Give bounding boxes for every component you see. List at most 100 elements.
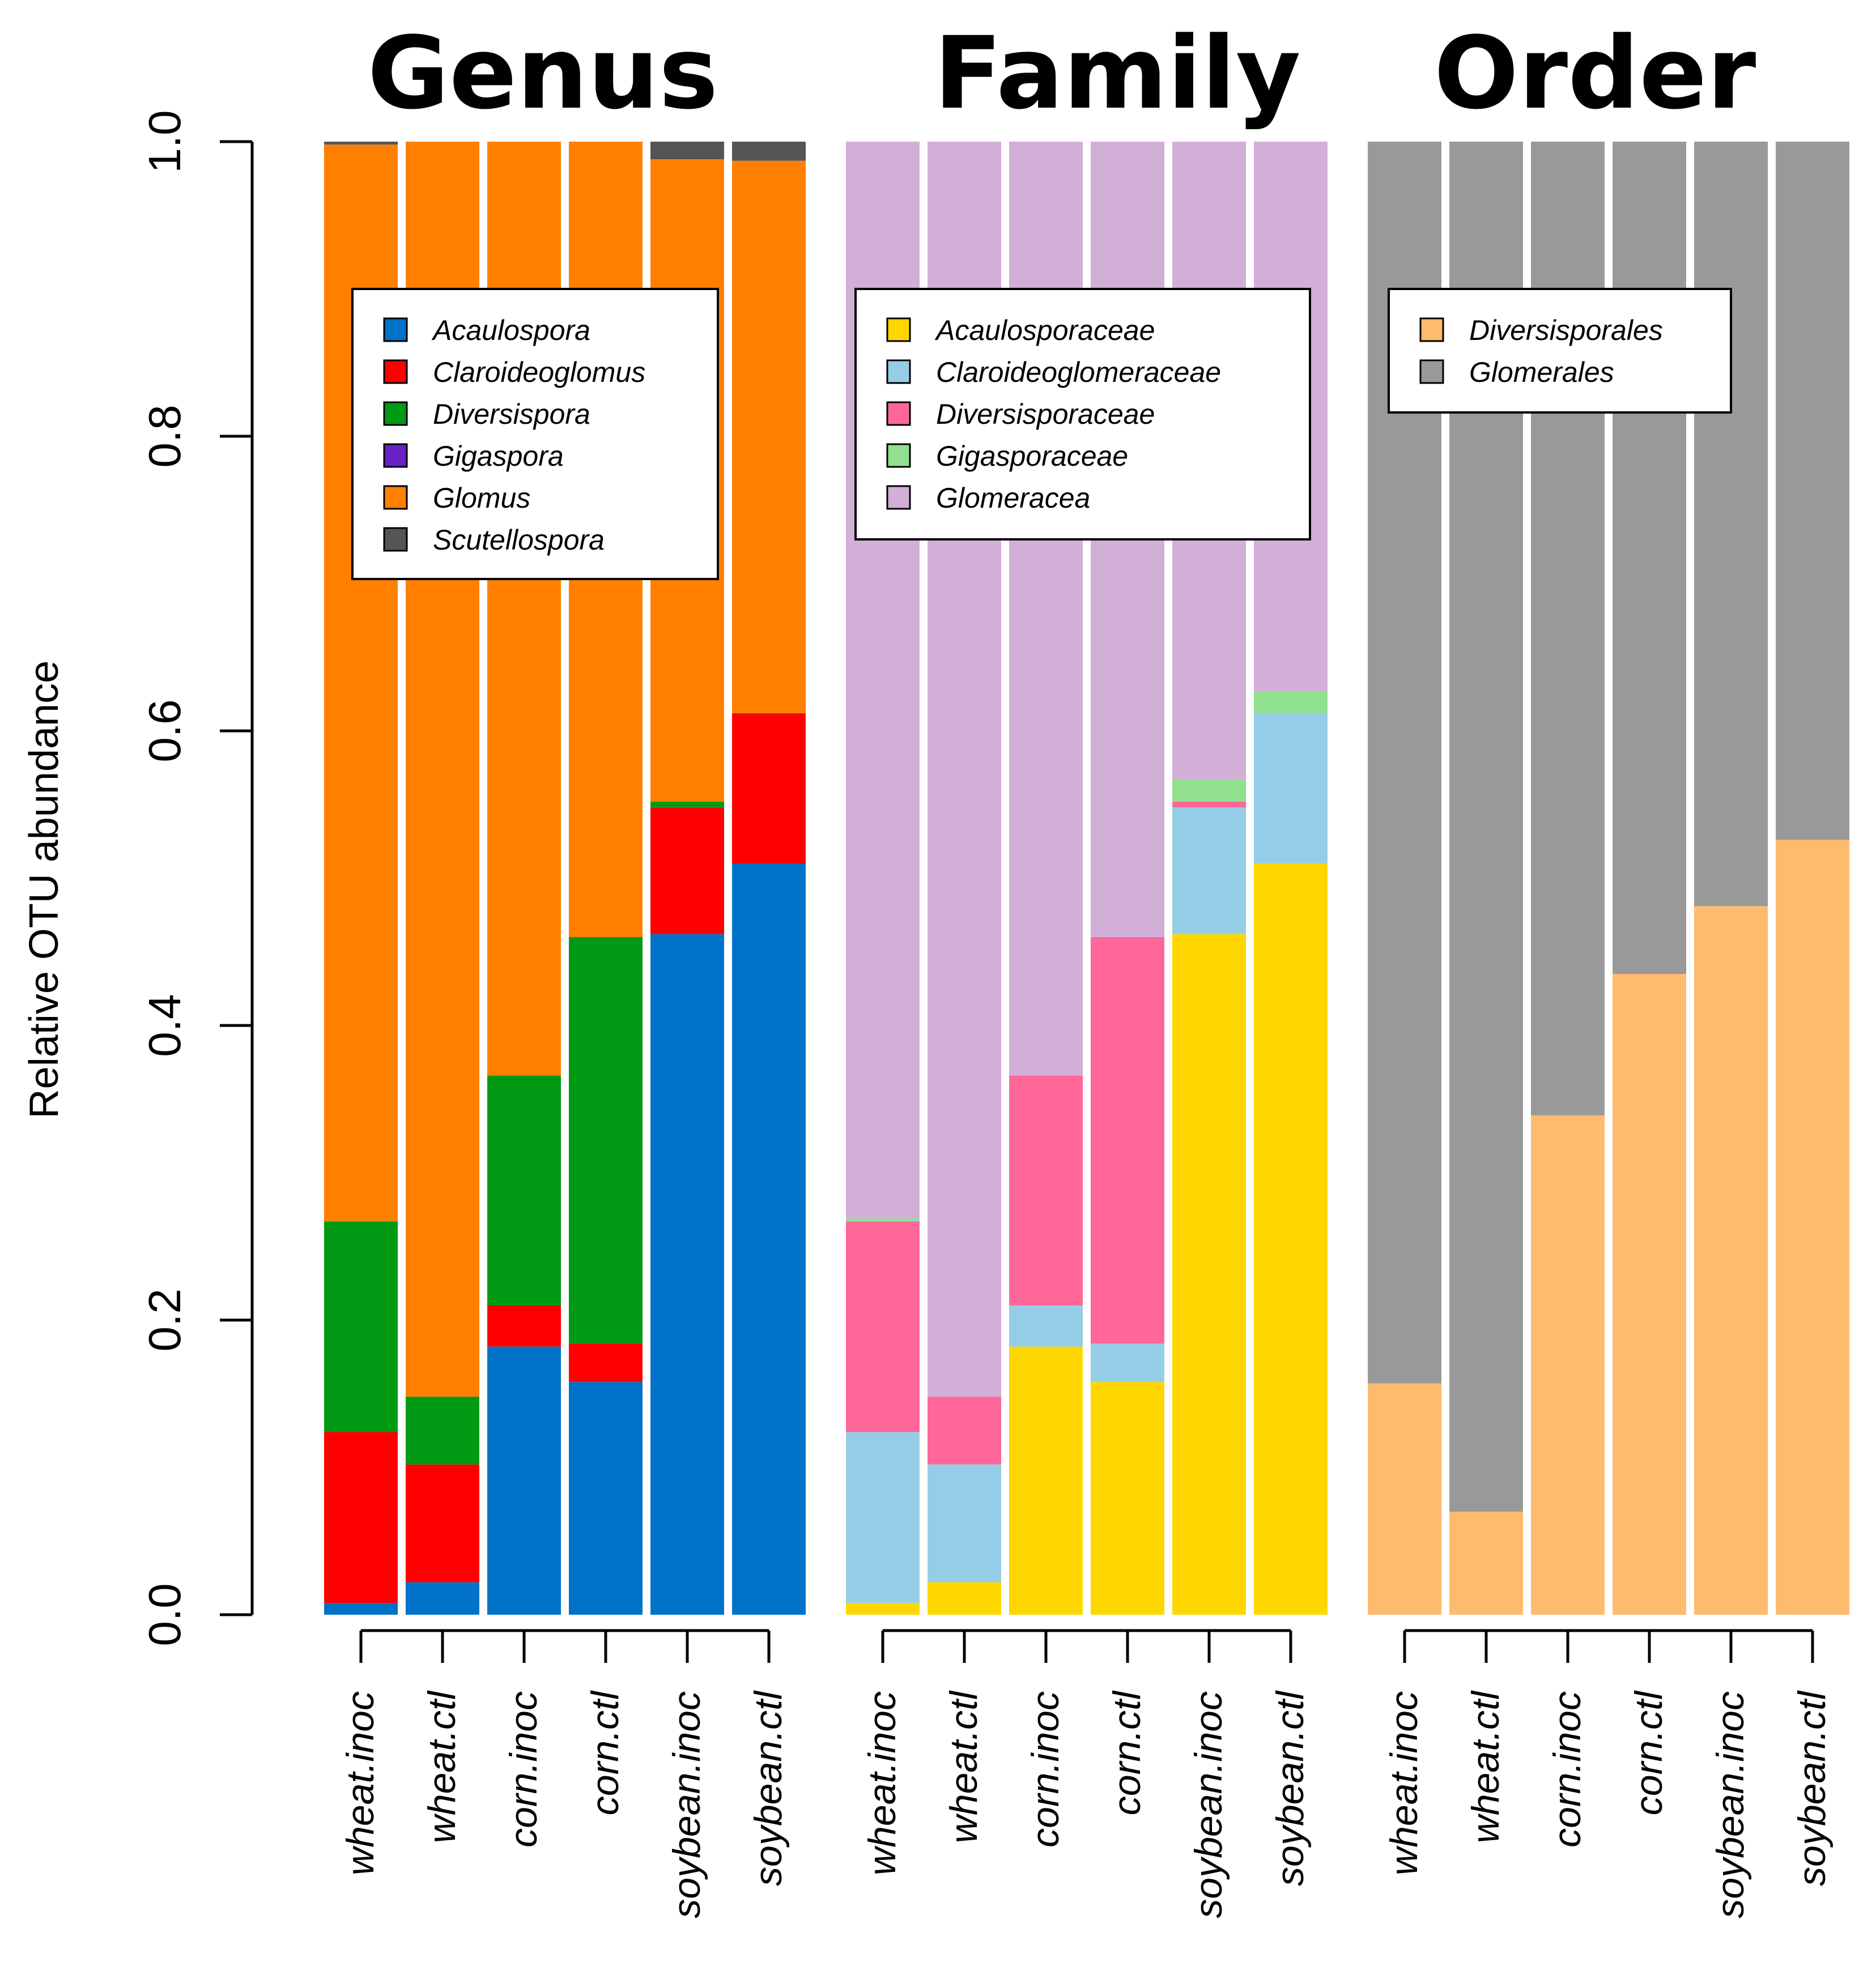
x-tick-label-family-soybean-ctl: soybean.ctl bbox=[1269, 1690, 1312, 1886]
x-tick-label-order-soybean-inoc: soybean.inoc bbox=[1709, 1691, 1752, 1918]
bar-segment-order-corn-inoc-diversisporales bbox=[1531, 1115, 1605, 1615]
x-tick-label-family-soybean-inoc: soybean.inoc bbox=[1187, 1691, 1230, 1918]
bar-segment-order-soybean-ctl-glomerales bbox=[1776, 142, 1849, 840]
x-tick-label-family-corn-ctl: corn.ctl bbox=[1105, 1690, 1148, 1815]
bar-segment-family-soybean-ctl-acaulosporaceae bbox=[1254, 863, 1328, 1615]
legend-swatch-scutellospora bbox=[383, 527, 408, 552]
bar-segment-family-soybean-ctl-claroideoglomeraceae bbox=[1254, 713, 1328, 863]
bar-segment-genus-wheat-ctl-acaulospora bbox=[406, 1582, 479, 1615]
bar-segment-genus-corn-ctl-claroideoglomus bbox=[569, 1343, 643, 1382]
legend-swatch-gigasporaceae bbox=[886, 443, 911, 468]
legend-label-diversisporales: Diversisporales bbox=[1469, 314, 1663, 346]
bar-segment-order-soybean-inoc-glomerales bbox=[1694, 142, 1768, 906]
bar-segment-order-wheat-ctl-diversisporales bbox=[1449, 1512, 1523, 1615]
legend-label-acaulosporaceae: Acaulosporaceae bbox=[934, 314, 1155, 346]
bar-segment-family-corn-inoc-diversisporaceae bbox=[1009, 1075, 1083, 1305]
bar-segment-family-soybean-inoc-gigasporaceae bbox=[1172, 779, 1246, 802]
y-axis: 0.0 0.2 0.4 0.6 0.8 1.0 bbox=[139, 110, 254, 1646]
bar-segment-family-corn-inoc-claroideoglomeraceae bbox=[1009, 1305, 1083, 1347]
legend-label-claroideoglomus: Claroideoglomus bbox=[433, 356, 645, 388]
bar-segment-genus-soybean-ctl-scutellospora bbox=[732, 142, 806, 161]
bar-segment-genus-corn-inoc-glomus bbox=[487, 142, 561, 1076]
bar-segment-family-soybean-inoc-diversisporaceae bbox=[1172, 801, 1246, 808]
bar-segment-genus-soybean-inoc-scutellospora bbox=[650, 142, 724, 160]
legend-label-glomus: Glomus bbox=[433, 482, 530, 514]
y-axis-label: Relative OTU abundance bbox=[22, 661, 67, 1118]
x-tick-label-family-wheat-ctl: wheat.ctl bbox=[942, 1690, 985, 1843]
bar-segment-order-corn-ctl-diversisporales bbox=[1613, 974, 1686, 1615]
legend-box-genus bbox=[351, 288, 719, 580]
bar-segment-genus-soybean-inoc-acaulospora bbox=[650, 934, 724, 1615]
bar-segment-family-soybean-inoc-acaulosporaceae bbox=[1172, 934, 1246, 1615]
y-tick-label-0-8: 0.8 bbox=[139, 405, 190, 467]
legend-swatch-gigaspora bbox=[383, 443, 408, 468]
bar-segment-family-wheat-ctl-diversisporaceae bbox=[928, 1397, 1001, 1465]
bar-segment-order-soybean-ctl-diversisporales bbox=[1776, 840, 1849, 1615]
legend-label-acaulospora: Acaulospora bbox=[431, 314, 590, 346]
panel-title-family: Family bbox=[934, 15, 1300, 131]
bar-segment-family-wheat-ctl-claroideoglomeraceae bbox=[928, 1464, 1001, 1582]
bar-segment-genus-soybean-inoc-diversispora bbox=[650, 801, 724, 808]
legend-label-gigaspora: Gigaspora bbox=[433, 440, 564, 472]
bar-segment-family-wheat-inoc-gigasporaceae bbox=[846, 1218, 920, 1222]
legend-label-claroideoglomeraceae: Claroideoglomeraceae bbox=[936, 356, 1221, 388]
bar-segment-family-soybean-ctl-gigasporaceae bbox=[1254, 691, 1328, 713]
x-tick-label-order-corn-ctl: corn.ctl bbox=[1627, 1690, 1670, 1815]
bar-segment-family-corn-inoc-glomeracea bbox=[1009, 142, 1083, 1076]
bar-segment-genus-soybean-inoc-claroideoglomus bbox=[650, 807, 724, 934]
x-tick-label-genus-corn-inoc: corn.inoc bbox=[502, 1691, 545, 1848]
x-tick-label-family-corn-inoc: corn.inoc bbox=[1024, 1691, 1067, 1848]
bar-segment-genus-corn-inoc-diversispora bbox=[487, 1075, 561, 1305]
legend-label-diversispora: Diversispora bbox=[433, 398, 590, 430]
x-tick-label-genus-soybean-ctl: soybean.ctl bbox=[747, 1690, 790, 1886]
bar-segment-order-soybean-inoc-diversisporales bbox=[1694, 906, 1768, 1615]
bar-segment-family-corn-ctl-claroideoglomeraceae bbox=[1091, 1343, 1164, 1382]
legend-label-scutellospora: Scutellospora bbox=[433, 524, 605, 556]
legend-label-gigasporaceae: Gigasporaceae bbox=[936, 440, 1128, 472]
legend-swatch-claroideoglomus bbox=[383, 359, 408, 384]
legend-label-glomerales: Glomerales bbox=[1469, 356, 1614, 388]
y-tick-label-0-2: 0.2 bbox=[139, 1288, 190, 1351]
bar-segment-order-corn-inoc-glomerales bbox=[1531, 142, 1605, 1116]
legend-swatch-glomus bbox=[383, 485, 408, 510]
bar-segment-genus-wheat-inoc-diversispora bbox=[324, 1221, 398, 1432]
bar-segment-family-corn-ctl-acaulosporaceae bbox=[1091, 1382, 1164, 1615]
bar-segment-genus-wheat-ctl-diversispora bbox=[406, 1397, 479, 1465]
bar-segment-family-wheat-inoc-acaulosporaceae bbox=[846, 1603, 920, 1615]
y-tick-label-0-6: 0.6 bbox=[139, 699, 190, 762]
x-tick-label-order-corn-inoc: corn.inoc bbox=[1546, 1691, 1589, 1848]
y-tick-label-1-0: 1.0 bbox=[139, 110, 190, 173]
bar-segment-genus-soybean-ctl-claroideoglomus bbox=[732, 713, 806, 863]
bar-segment-family-wheat-inoc-claroideoglomeraceae bbox=[846, 1432, 920, 1603]
legend-swatch-acaulosporaceae bbox=[886, 317, 911, 342]
bar-segment-order-wheat-inoc-diversisporales bbox=[1368, 1383, 1441, 1615]
bar-segment-family-soybean-inoc-claroideoglomeraceae bbox=[1172, 807, 1246, 934]
bar-segment-family-corn-ctl-diversisporaceae bbox=[1091, 937, 1164, 1344]
legend-swatch-acaulospora bbox=[383, 317, 408, 342]
legend-swatch-diversispora bbox=[383, 401, 408, 426]
x-tick-label-genus-soybean-inoc: soybean.inoc bbox=[665, 1691, 708, 1918]
bar-segment-genus-wheat-inoc-scutellospora bbox=[324, 142, 398, 145]
legend-swatch-diversisporaceae bbox=[886, 401, 911, 426]
legend-label-glomeracea: Glomeracea bbox=[936, 482, 1090, 514]
legend-box-order bbox=[1388, 288, 1732, 414]
bar-segment-genus-corn-ctl-diversispora bbox=[569, 937, 643, 1344]
bar-segment-genus-soybean-ctl-acaulospora bbox=[732, 863, 806, 1615]
legend-label-diversisporaceae: Diversisporaceae bbox=[936, 398, 1155, 430]
bar-segment-genus-corn-inoc-claroideoglomus bbox=[487, 1305, 561, 1347]
bar-segment-genus-soybean-ctl-glomus bbox=[732, 160, 806, 713]
bar-segment-genus-wheat-inoc-acaulospora bbox=[324, 1603, 398, 1615]
bar-segment-family-corn-inoc-acaulosporaceae bbox=[1009, 1346, 1083, 1615]
bar-segment-genus-corn-ctl-acaulospora bbox=[569, 1382, 643, 1615]
legend-swatch-claroideoglomeraceae bbox=[886, 359, 911, 384]
x-tick-label-order-wheat-inoc: wheat.inoc bbox=[1382, 1691, 1426, 1875]
legend-swatch-glomeracea bbox=[886, 485, 911, 510]
panel-title-order: Order bbox=[1434, 15, 1756, 131]
x-tick-label-order-soybean-ctl: soybean.ctl bbox=[1790, 1690, 1834, 1886]
y-tick-label-0-4: 0.4 bbox=[139, 994, 190, 1057]
x-tick-label-genus-corn-ctl: corn.ctl bbox=[584, 1690, 627, 1815]
legend-box-family bbox=[854, 288, 1311, 540]
x-tick-label-genus-wheat-inoc: wheat.inoc bbox=[339, 1691, 382, 1875]
y-tick-label-0-0: 0.0 bbox=[139, 1583, 190, 1646]
bar-segment-genus-wheat-inoc-claroideoglomus bbox=[324, 1432, 398, 1603]
